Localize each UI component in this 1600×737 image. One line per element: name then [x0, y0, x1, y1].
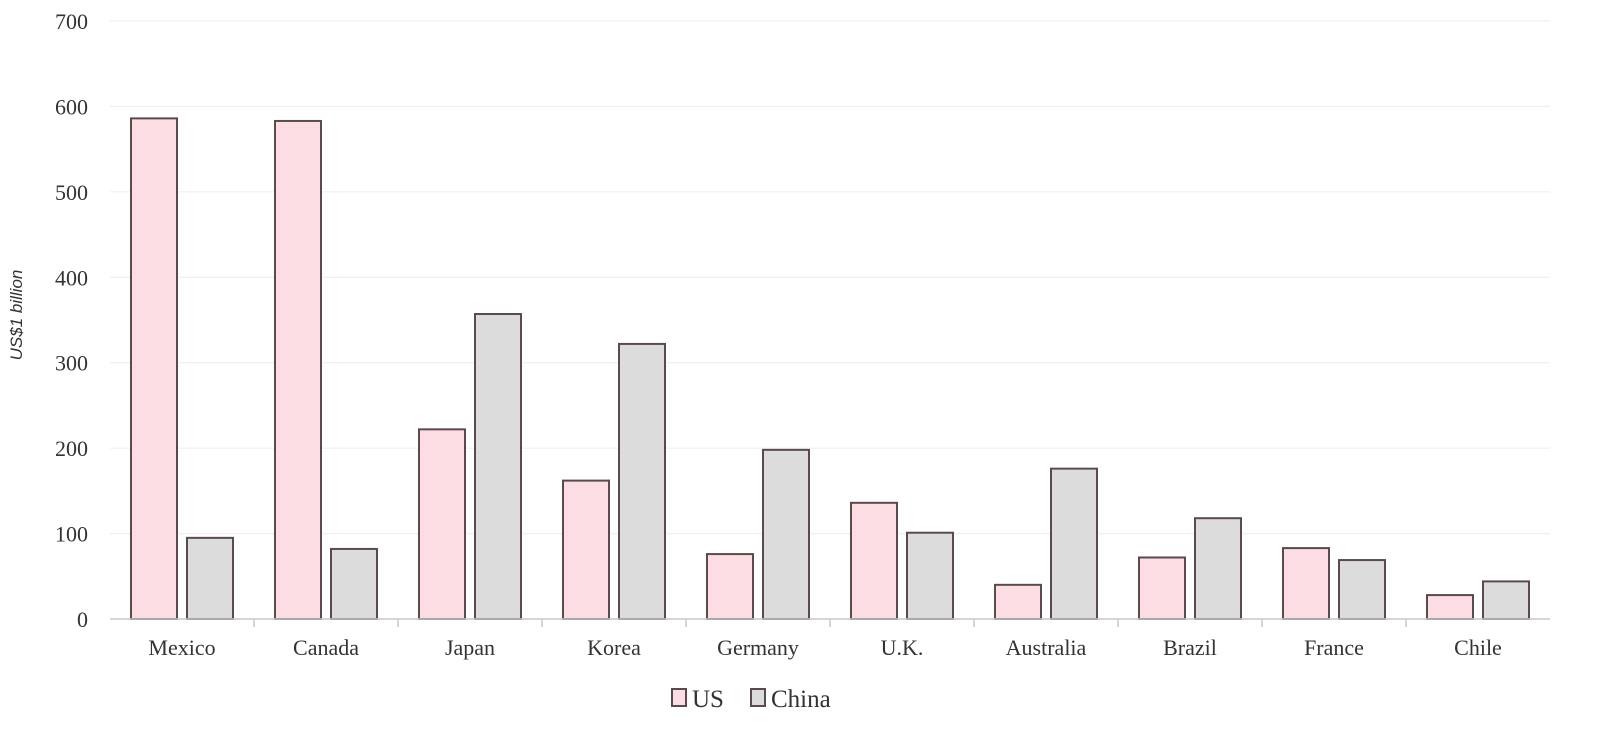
- bar-china-germany: [762, 448, 810, 621]
- x-tick-label: Chile: [1454, 635, 1502, 660]
- bar-china-japan: [474, 313, 522, 620]
- y-axis: 0 100 200 300 400 500 600 700: [55, 9, 88, 632]
- bar-us-chile: [1426, 594, 1474, 621]
- x-tick-label: Germany: [717, 635, 799, 660]
- bar-us-australia: [994, 583, 1042, 620]
- bar-us-uk: [850, 501, 898, 620]
- y-tick-label: 0: [77, 607, 88, 632]
- bar-china-mexico: [186, 536, 234, 620]
- x-tick-label: Canada: [293, 635, 359, 660]
- bar-china-brazil: [1194, 517, 1242, 620]
- y-tick-label: 300: [55, 351, 88, 376]
- x-tick-label: Japan: [445, 635, 495, 660]
- bars: [130, 117, 1530, 621]
- x-tick-label: U.K.: [881, 635, 924, 660]
- bar-us-canada: [274, 119, 322, 621]
- y-tick-label: 700: [55, 9, 88, 34]
- bar-us-germany: [706, 553, 754, 620]
- y-tick-label: 100: [55, 522, 88, 547]
- bar-china-france: [1338, 559, 1386, 620]
- legend-label-us: US: [692, 686, 724, 713]
- gridlines: [110, 20, 1550, 535]
- y-tick-label: 200: [55, 436, 88, 461]
- x-tick-label: Korea: [587, 635, 641, 660]
- x-tick-label: Australia: [1006, 635, 1087, 660]
- y-tick-label: 600: [55, 94, 88, 119]
- x-tick-label: Mexico: [148, 635, 215, 660]
- bar-china-canada: [330, 547, 378, 620]
- x-axis: Mexico Canada Japan Korea Germany U.K. Austral…: [110, 618, 1550, 660]
- legend-label-china: China: [771, 686, 831, 713]
- x-tick-label: Brazil: [1163, 635, 1217, 660]
- y-axis-label: US$1 billion: [7, 270, 26, 361]
- bar-china-chile: [1482, 580, 1530, 621]
- y-tick-label: 500: [55, 180, 88, 205]
- bar-us-mexico: [130, 117, 178, 620]
- legend: US China: [671, 686, 831, 713]
- legend-swatch-china: [750, 688, 766, 707]
- bar-us-france: [1282, 547, 1330, 621]
- bar-us-korea: [562, 479, 610, 620]
- bar-us-brazil: [1138, 556, 1186, 621]
- bar-china-uk: [906, 531, 954, 621]
- legend-swatch-us: [671, 688, 687, 707]
- bar-china-australia: [1050, 467, 1098, 620]
- y-tick-label: 400: [55, 265, 88, 290]
- x-tick-label: France: [1304, 635, 1364, 660]
- bar-china-korea: [618, 342, 666, 620]
- bar-us-japan: [418, 428, 466, 620]
